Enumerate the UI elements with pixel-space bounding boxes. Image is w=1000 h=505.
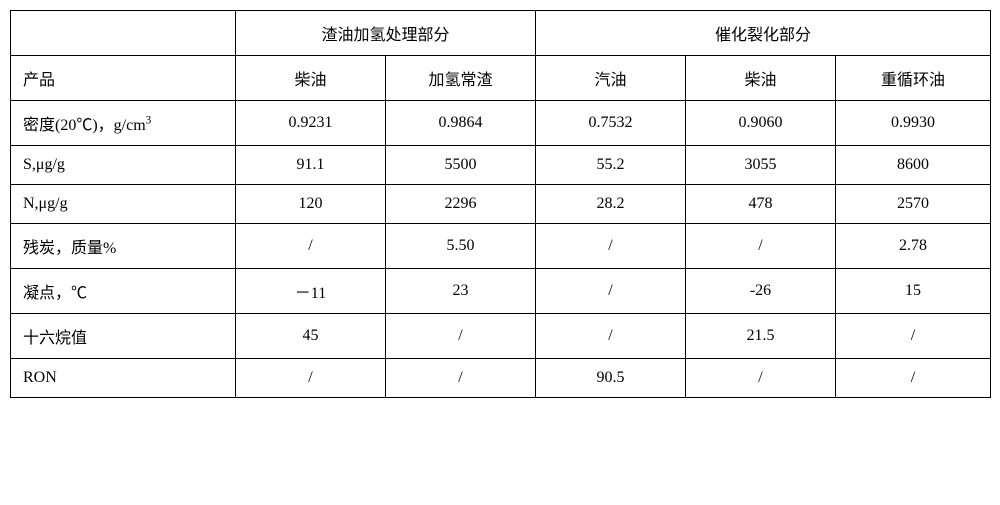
table-row: N,μg/g120229628.24782570 (11, 185, 991, 224)
subheader-col-0: 柴油 (236, 56, 386, 101)
subheader-col-3: 柴油 (686, 56, 836, 101)
table-cell: 2296 (386, 185, 536, 224)
table-cell: 0.9930 (836, 101, 991, 146)
table-cell: 45 (236, 314, 386, 359)
table-row: 残炭，质量%/5.50//2.78 (11, 224, 991, 269)
table-cell: －11 (236, 269, 386, 314)
row-label: N,μg/g (11, 185, 236, 224)
header-empty (11, 11, 236, 56)
row-label: S,μg/g (11, 146, 236, 185)
table-cell: -26 (686, 269, 836, 314)
table-cell: / (236, 359, 386, 398)
table-cell: 15 (836, 269, 991, 314)
row-label: 十六烷值 (11, 314, 236, 359)
table-cell: 0.9864 (386, 101, 536, 146)
table-cell: / (536, 314, 686, 359)
table-cell: 0.7532 (536, 101, 686, 146)
row-label: 密度(20℃)，g/cm3 (11, 101, 236, 146)
table-cell: / (536, 269, 686, 314)
table-cell: 5500 (386, 146, 536, 185)
table-cell: 55.2 (536, 146, 686, 185)
table-cell: 21.5 (686, 314, 836, 359)
table-row: RON//90.5// (11, 359, 991, 398)
header-row: 渣油加氢处理部分 催化裂化部分 (11, 11, 991, 56)
table-cell: 91.1 (236, 146, 386, 185)
row-label: 凝点，℃ (11, 269, 236, 314)
table-cell: 2.78 (836, 224, 991, 269)
header-group2: 催化裂化部分 (536, 11, 991, 56)
subheader-col-1: 加氢常渣 (386, 56, 536, 101)
subheader-col-2: 汽油 (536, 56, 686, 101)
header-group1: 渣油加氢处理部分 (236, 11, 536, 56)
table-cell: 28.2 (536, 185, 686, 224)
table-cell: / (686, 224, 836, 269)
table-cell: 2570 (836, 185, 991, 224)
table-row: 十六烷值45//21.5/ (11, 314, 991, 359)
table-row: 密度(20℃)，g/cm30.92310.98640.75320.90600.9… (11, 101, 991, 146)
table-cell: / (236, 224, 386, 269)
table-cell: 0.9231 (236, 101, 386, 146)
subheader-label: 产品 (11, 56, 236, 101)
table-cell: / (386, 314, 536, 359)
table-cell: 0.9060 (686, 101, 836, 146)
table-cell: 3055 (686, 146, 836, 185)
row-label: RON (11, 359, 236, 398)
subheader-col-4: 重循环油 (836, 56, 991, 101)
subheader-row: 产品 柴油 加氢常渣 汽油 柴油 重循环油 (11, 56, 991, 101)
table-cell: / (836, 314, 991, 359)
table-cell: 478 (686, 185, 836, 224)
table-cell: 5.50 (386, 224, 536, 269)
table-cell: 8600 (836, 146, 991, 185)
row-label: 残炭，质量% (11, 224, 236, 269)
table-cell: / (836, 359, 991, 398)
table-row: 凝点，℃－1123/-2615 (11, 269, 991, 314)
table-row: S,μg/g91.1550055.230558600 (11, 146, 991, 185)
table-cell: / (686, 359, 836, 398)
table-cell: 23 (386, 269, 536, 314)
table-cell: 90.5 (536, 359, 686, 398)
data-table: 渣油加氢处理部分 催化裂化部分 产品 柴油 加氢常渣 汽油 柴油 重循环油 密度… (10, 10, 991, 398)
table-cell: / (536, 224, 686, 269)
table-cell: 120 (236, 185, 386, 224)
table-cell: / (386, 359, 536, 398)
